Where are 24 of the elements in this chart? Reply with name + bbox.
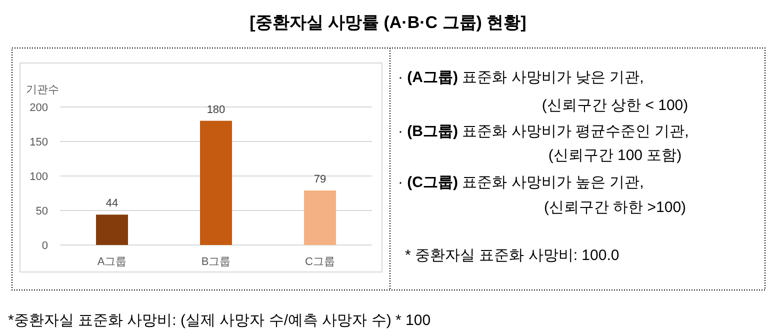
bar xyxy=(304,190,336,245)
data-label: 44 xyxy=(106,198,118,210)
bar xyxy=(200,120,232,245)
text: * 중환자실 표준화 사망비: 100.0 xyxy=(405,247,620,264)
text: · (A그룹) 표준화 사망비가 낮은 기관, xyxy=(398,69,644,86)
x-tick-label: B그룹 xyxy=(201,256,231,268)
y-tick-label: 150 xyxy=(30,136,48,148)
y-tick-label: 0 xyxy=(42,240,48,252)
bar xyxy=(96,214,128,245)
chart-title: [중환자실 사망률 (A·B·C 그룹) 현황] xyxy=(250,13,526,32)
data-label: 180 xyxy=(206,104,226,116)
text: (신뢰구간 하한 >100) xyxy=(544,199,686,216)
x-tick-label: C그룹 xyxy=(305,256,335,268)
y-tick-label: 100 xyxy=(30,171,48,183)
y-tick-label: 50 xyxy=(36,206,48,218)
x-tick-label: A그룹 xyxy=(97,256,127,268)
y-tick-label: 200 xyxy=(30,102,48,114)
data-label: 79 xyxy=(314,173,326,186)
text: · (B그룹) 표준화 사망비가 평균수준인 기관, xyxy=(398,123,689,140)
text: *중환자실 표준화 사망비: (실제 사망자 수/예측 사망자 수) * 100 xyxy=(8,312,431,329)
y-axis-title: 기관수 xyxy=(26,84,59,96)
text: (신뢰구간 상한 < 100) xyxy=(542,97,688,114)
text: · (C그룹) 표준화 사망비가 높은 기관, xyxy=(398,174,644,191)
text: (신뢰구간 100 포함) xyxy=(548,147,682,164)
